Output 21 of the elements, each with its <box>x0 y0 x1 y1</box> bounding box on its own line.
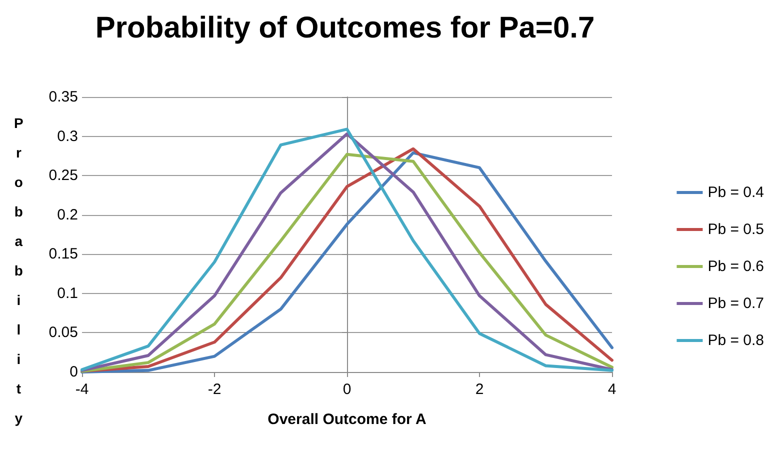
x-tick-label: 2 <box>475 381 484 398</box>
x-tick-label: 4 <box>608 381 616 398</box>
text: Probability <box>14 114 24 426</box>
y-tick-label: 0.3 <box>57 128 78 145</box>
x-axis-title: Overall Outcome for A <box>268 411 426 428</box>
y-tick-label: 0.25 <box>48 167 78 184</box>
legend-label: Pb = 0.6 <box>708 258 764 275</box>
y-tick-label: 0.15 <box>48 246 78 263</box>
y-tick-label: 0.35 <box>48 88 78 106</box>
y-tick-label: 0.1 <box>57 284 78 302</box>
y-tick-label: 0.05 <box>48 324 78 342</box>
legend-label: Pb = 0.4 <box>708 184 764 201</box>
x-tick-label: 0 <box>342 381 352 398</box>
x-tick-label: -2 <box>208 381 222 398</box>
x-tick-label: -4 <box>75 381 89 398</box>
legend-label: Pb = 0.8 <box>708 332 764 349</box>
legend-label: Pb = 0.5 <box>708 221 764 238</box>
y-tick-label: 0.2 <box>57 206 78 224</box>
legend-label: Pb = 0.7 <box>708 295 764 312</box>
y-tick-label: 0 <box>70 364 78 380</box>
chart-title: Probability of Outcomes for Pa=0.7 <box>95 12 595 44</box>
